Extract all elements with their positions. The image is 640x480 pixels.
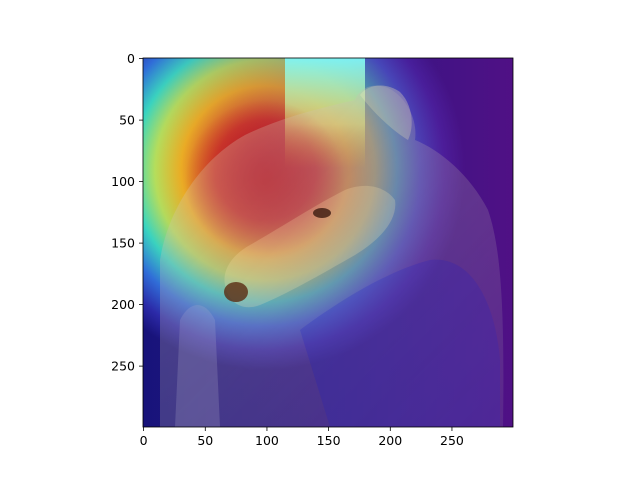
x-tick-label: 50 xyxy=(197,433,213,448)
x-tick-label: 150 xyxy=(317,433,341,448)
x-tick-label: 0 xyxy=(140,433,148,448)
x-tick-label: 250 xyxy=(440,433,464,448)
dog-nose xyxy=(224,282,248,302)
dog-silhouette xyxy=(160,85,504,427)
y-tick-label: 250 xyxy=(111,359,135,374)
x-tick-label: 100 xyxy=(255,433,279,448)
y-tick-label: 200 xyxy=(111,297,135,312)
y-tick-label: 0 xyxy=(127,51,135,66)
y-tick-label: 150 xyxy=(111,236,135,251)
y-axis: 0 50 100 150 200 250 xyxy=(111,51,143,374)
x-axis: 0 50 100 150 200 250 xyxy=(140,427,464,448)
axes-frame xyxy=(142,57,514,428)
x-tick-label: 200 xyxy=(378,433,402,448)
heatmap-image xyxy=(143,58,513,427)
y-tick-label: 100 xyxy=(111,174,135,189)
y-tick-label: 50 xyxy=(119,113,135,128)
dog-eye xyxy=(313,208,331,218)
